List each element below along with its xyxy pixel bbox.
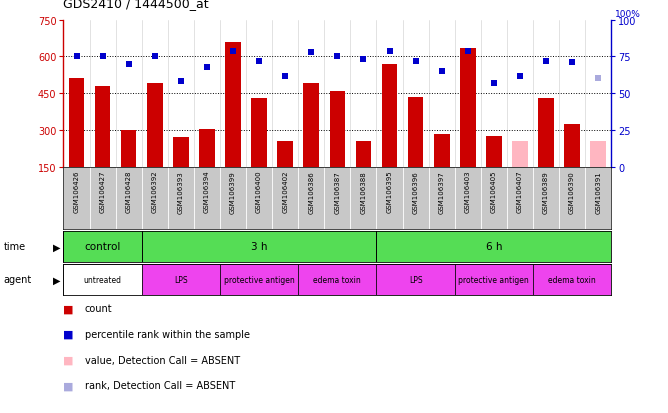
Text: GSM106402: GSM106402 [282,170,288,213]
Bar [173,138,188,167]
Text: GSM106396: GSM106396 [413,170,419,213]
Bar [591,142,606,167]
Bar [533,264,611,295]
Bar [220,264,298,295]
Bar [486,137,502,167]
Bar [251,99,267,167]
Bar [455,264,533,295]
Text: control: control [84,242,121,252]
Text: GSM106399: GSM106399 [230,170,236,213]
Text: GSM106400: GSM106400 [256,170,262,213]
Bar [329,92,345,167]
Text: protective antigen: protective antigen [458,275,529,284]
Bar [303,84,319,167]
Bar [381,64,397,167]
Text: edema toxin: edema toxin [548,275,596,284]
Text: ■: ■ [63,380,74,390]
Text: GSM106395: GSM106395 [387,170,393,213]
Text: GSM106397: GSM106397 [439,170,445,213]
Text: GSM106391: GSM106391 [595,170,601,213]
Bar [121,131,136,167]
Text: agent: agent [3,275,31,285]
Bar [225,43,241,167]
Text: count: count [85,304,112,313]
Text: GSM106393: GSM106393 [178,170,184,213]
Text: 100%: 100% [615,10,641,19]
Text: untreated: untreated [84,275,122,284]
Bar [377,264,455,295]
Bar [142,264,220,295]
Text: value, Detection Call = ABSENT: value, Detection Call = ABSENT [85,355,240,365]
Bar [277,142,293,167]
Text: GSM106386: GSM106386 [308,170,314,213]
Text: GSM106405: GSM106405 [491,170,497,213]
Text: protective antigen: protective antigen [224,275,295,284]
Text: ■: ■ [63,329,74,339]
Bar [512,142,528,167]
Text: rank, Detection Call = ABSENT: rank, Detection Call = ABSENT [85,380,235,390]
Text: GSM106390: GSM106390 [569,170,575,213]
Bar [355,142,371,167]
Bar [298,264,377,295]
Text: ■: ■ [63,304,74,313]
Text: ■: ■ [63,355,74,365]
Text: LPS: LPS [174,275,188,284]
Bar [147,84,162,167]
Bar [460,49,476,167]
Text: ▶: ▶ [53,242,60,252]
Text: GSM106394: GSM106394 [204,170,210,213]
Text: GSM106426: GSM106426 [73,170,79,213]
Text: GSM106407: GSM106407 [517,170,523,213]
Bar [95,87,110,167]
Bar [69,79,84,167]
Text: GSM106388: GSM106388 [361,170,367,213]
Text: ▶: ▶ [53,275,60,285]
Bar [199,129,214,167]
Bar [564,124,580,167]
Text: GSM106403: GSM106403 [465,170,471,213]
Text: percentile rank within the sample: percentile rank within the sample [85,329,250,339]
Bar [63,264,142,295]
Text: GSM106389: GSM106389 [543,170,549,213]
Text: time: time [3,242,25,252]
Text: edema toxin: edema toxin [313,275,361,284]
Text: 6 h: 6 h [486,242,502,252]
Text: GDS2410 / 1444500_at: GDS2410 / 1444500_at [63,0,209,10]
Bar [434,134,450,167]
Text: GSM106387: GSM106387 [335,170,340,213]
Text: GSM106427: GSM106427 [100,170,106,213]
Bar [407,97,424,167]
Text: 3 h: 3 h [251,242,267,252]
Bar [538,99,554,167]
Text: GSM106392: GSM106392 [152,170,158,213]
Text: GSM106428: GSM106428 [126,170,132,213]
Text: LPS: LPS [409,275,422,284]
